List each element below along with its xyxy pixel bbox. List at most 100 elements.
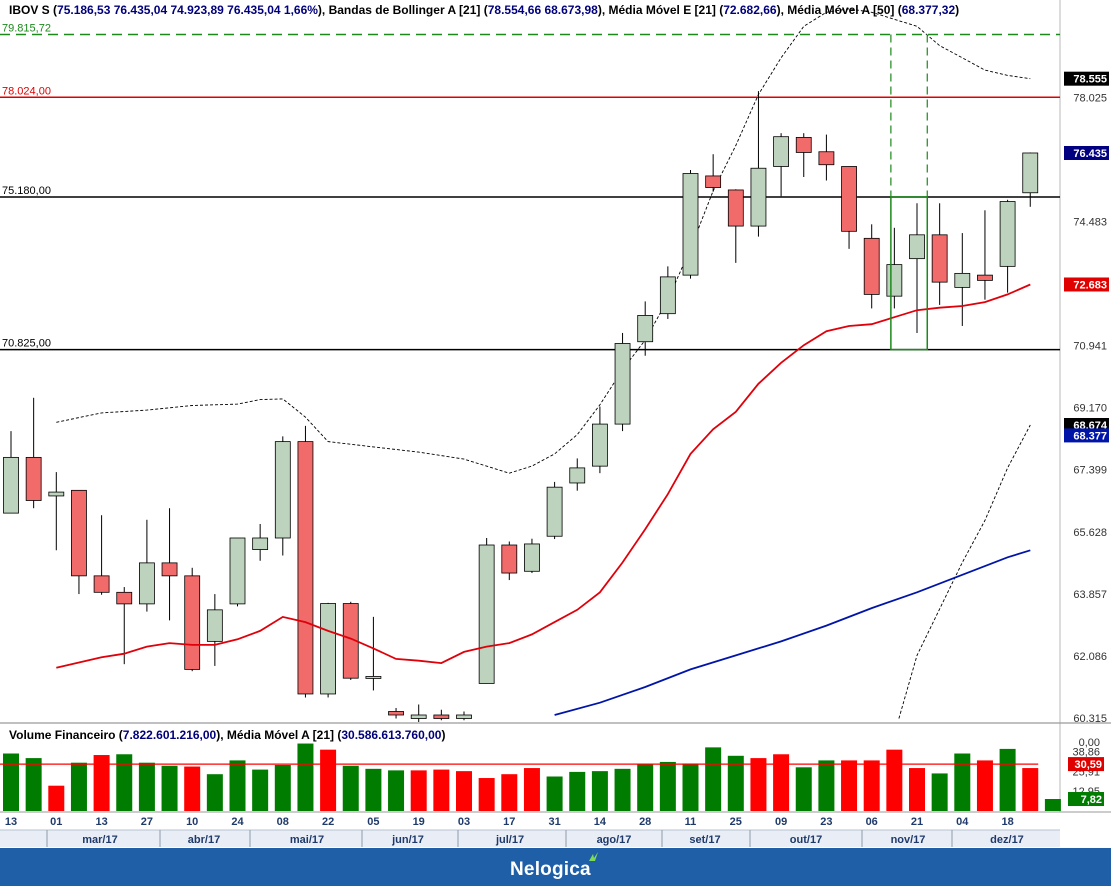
candle[interactable]: [501, 541, 518, 581]
volume-tag[interactable]: 7,82: [1068, 792, 1104, 807]
volume-bar[interactable]: [365, 768, 382, 811]
volume-bar[interactable]: [138, 762, 155, 811]
candle[interactable]: [184, 567, 201, 672]
volume-bar[interactable]: [795, 767, 812, 811]
candle[interactable]: [931, 203, 948, 305]
candle[interactable]: [410, 704, 427, 722]
volume-bar[interactable]: [274, 765, 291, 811]
volume-bar[interactable]: [863, 760, 880, 811]
candle[interactable]: [478, 537, 495, 684]
volume-bar[interactable]: [909, 768, 925, 811]
candle[interactable]: [25, 397, 42, 509]
volume-bar[interactable]: [818, 760, 835, 811]
candle[interactable]: [320, 602, 337, 698]
projection-box[interactable]: [890, 196, 929, 351]
volume-bar[interactable]: [252, 769, 269, 811]
volume-bar[interactable]: [206, 774, 223, 811]
volume-bar[interactable]: [773, 754, 790, 811]
price-tag[interactable]: 76.435: [1064, 145, 1109, 160]
candle[interactable]: [659, 266, 676, 319]
candle[interactable]: [456, 711, 472, 721]
volume-bar[interactable]: [410, 770, 427, 811]
candle[interactable]: [138, 519, 155, 612]
volume-bar[interactable]: [93, 755, 110, 811]
volume-bar[interactable]: [184, 766, 201, 811]
volume-bar[interactable]: [25, 758, 42, 811]
volume-bar[interactable]: [3, 753, 19, 812]
candle[interactable]: [863, 224, 880, 309]
candle[interactable]: [1022, 152, 1039, 207]
candle[interactable]: [93, 515, 110, 595]
volume-bar[interactable]: [841, 760, 858, 811]
volume-bar[interactable]: [1022, 768, 1039, 811]
candle[interactable]: [773, 133, 789, 197]
volume-bar[interactable]: [229, 760, 246, 811]
price-tag[interactable]: 68.377: [1064, 428, 1109, 443]
candle[interactable]: [795, 133, 812, 177]
candle[interactable]: [365, 616, 382, 691]
candle[interactable]: [818, 134, 835, 181]
candle[interactable]: [206, 594, 223, 666]
volume-bar[interactable]: [886, 749, 903, 811]
candle[interactable]: [71, 489, 87, 595]
volume-tag[interactable]: 30,59: [1068, 757, 1104, 772]
volume-bar[interactable]: [750, 758, 767, 811]
volume-bar[interactable]: [116, 754, 133, 811]
volume-bar[interactable]: [931, 773, 948, 811]
candle[interactable]: [727, 189, 744, 263]
candle[interactable]: [297, 425, 314, 698]
candle[interactable]: [909, 203, 925, 333]
candle[interactable]: [433, 709, 450, 721]
candle[interactable]: [3, 431, 19, 514]
candle[interactable]: [614, 332, 631, 432]
volume-bar[interactable]: [614, 768, 631, 811]
candle[interactable]: [546, 481, 563, 540]
candle[interactable]: [388, 707, 404, 719]
candle[interactable]: [161, 508, 178, 621]
candle[interactable]: [977, 210, 993, 300]
candle[interactable]: [682, 169, 699, 279]
volume-bar[interactable]: [591, 771, 608, 811]
volume-bar[interactable]: [637, 764, 654, 811]
volume-bar[interactable]: [705, 747, 722, 811]
candle[interactable]: [750, 91, 767, 237]
price-tag[interactable]: 78.555: [1064, 71, 1109, 86]
candle[interactable]: [569, 458, 586, 491]
candle[interactable]: [841, 166, 857, 249]
candle[interactable]: [999, 199, 1016, 293]
volume-bar[interactable]: [682, 763, 699, 811]
volume-bar[interactable]: [70, 762, 87, 811]
volume-bar[interactable]: [48, 785, 65, 811]
candle[interactable]: [252, 523, 269, 561]
candle[interactable]: [705, 154, 722, 192]
candle[interactable]: [229, 537, 246, 607]
candle[interactable]: [48, 472, 65, 551]
candle[interactable]: [274, 436, 291, 556]
candle[interactable]: [592, 406, 608, 474]
volume-bar[interactable]: [999, 748, 1016, 811]
candle[interactable]: [954, 233, 971, 326]
volume-bar[interactable]: [659, 761, 676, 811]
volume-bar[interactable]: [433, 769, 450, 811]
volume-bar[interactable]: [478, 778, 495, 811]
volume-bar[interactable]: [320, 749, 337, 811]
candle[interactable]: [116, 587, 133, 665]
volume-bar[interactable]: [954, 753, 971, 812]
volume-bar[interactable]: [727, 755, 744, 811]
volume-bar[interactable]: [161, 765, 178, 811]
volume-bar[interactable]: [501, 774, 518, 811]
candle[interactable]: [637, 301, 654, 356]
volume-bar[interactable]: [546, 776, 563, 812]
volume-bar[interactable]: [388, 770, 405, 811]
volume-bar[interactable]: [976, 760, 993, 811]
volume-bar[interactable]: [1044, 799, 1061, 811]
candle[interactable]: [524, 538, 540, 574]
volume-bar[interactable]: [456, 771, 472, 811]
volume-bar[interactable]: [523, 768, 540, 811]
volume-bar[interactable]: [342, 765, 359, 811]
volume-bar[interactable]: [569, 771, 586, 811]
candle[interactable]: [886, 227, 903, 309]
volume-bar[interactable]: [297, 743, 314, 811]
price-tag[interactable]: 72.683: [1064, 277, 1109, 292]
